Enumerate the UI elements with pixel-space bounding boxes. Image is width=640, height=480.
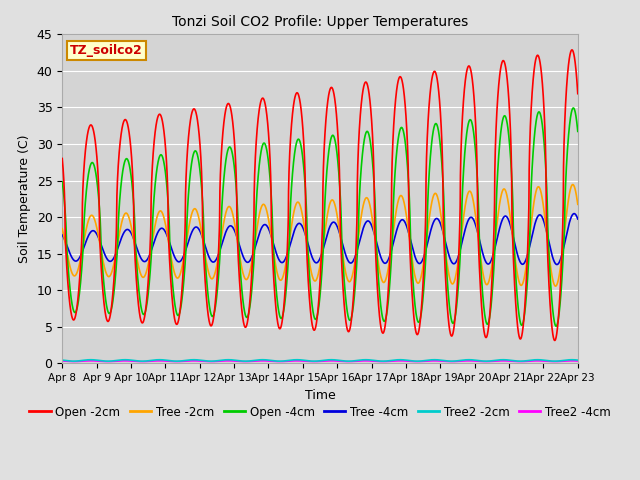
Legend: Open -2cm, Tree -2cm, Open -4cm, Tree -4cm, Tree2 -2cm, Tree2 -4cm: Open -2cm, Tree -2cm, Open -4cm, Tree -4… xyxy=(25,401,615,423)
Title: Tonzi Soil CO2 Profile: Upper Temperatures: Tonzi Soil CO2 Profile: Upper Temperatur… xyxy=(172,15,468,29)
Y-axis label: Soil Temperature (C): Soil Temperature (C) xyxy=(18,134,31,263)
Text: TZ_soilco2: TZ_soilco2 xyxy=(70,44,143,57)
X-axis label: Time: Time xyxy=(305,389,335,402)
